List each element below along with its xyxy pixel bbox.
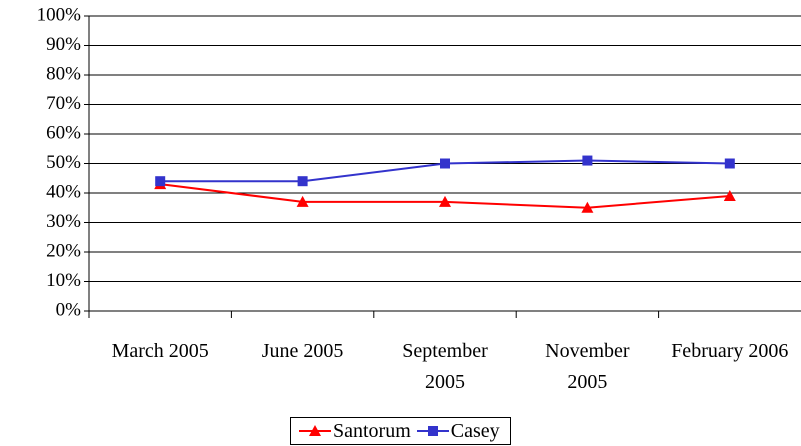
y-tick-label: 30%: [46, 211, 81, 232]
marker: [724, 158, 735, 169]
marker: [309, 425, 321, 436]
y-tick-label: 70%: [46, 93, 81, 114]
x-tick-label: March 2005: [111, 340, 209, 362]
legend-swatch: [416, 426, 449, 436]
y-tick-label: 20%: [46, 240, 81, 261]
marker: [581, 201, 594, 213]
marker: [155, 176, 166, 187]
x-tick-label: February 2006: [671, 340, 789, 362]
marker: [427, 426, 438, 436]
y-tick-label: 90%: [46, 34, 81, 55]
legend-item: Casey: [415, 420, 500, 443]
y-tick-label: 50%: [46, 152, 81, 173]
x-tick-label: June 2005: [261, 340, 344, 362]
x-tick-label: September 2005: [402, 340, 488, 393]
legend-label: Casey: [450, 419, 500, 442]
marker: [296, 195, 309, 207]
y-tick-label: 60%: [46, 122, 81, 143]
marker: [582, 155, 593, 166]
marker: [723, 189, 736, 201]
legend-label: Santorum: [333, 419, 411, 442]
legend: Santorum Casey: [290, 417, 511, 445]
x-tick-label: November 2005: [545, 340, 630, 393]
marker: [439, 195, 451, 207]
marker: [297, 176, 308, 187]
y-tick-label: 10%: [46, 270, 81, 291]
marker: [440, 158, 450, 169]
y-tick-label: 0%: [56, 299, 82, 320]
legend-swatch: [299, 425, 331, 436]
y-tick-label: 100%: [37, 4, 82, 25]
y-tick-label: 40%: [46, 181, 81, 202]
y-tick-label: 80%: [46, 63, 81, 84]
legend-item: Santorum: [297, 420, 411, 443]
